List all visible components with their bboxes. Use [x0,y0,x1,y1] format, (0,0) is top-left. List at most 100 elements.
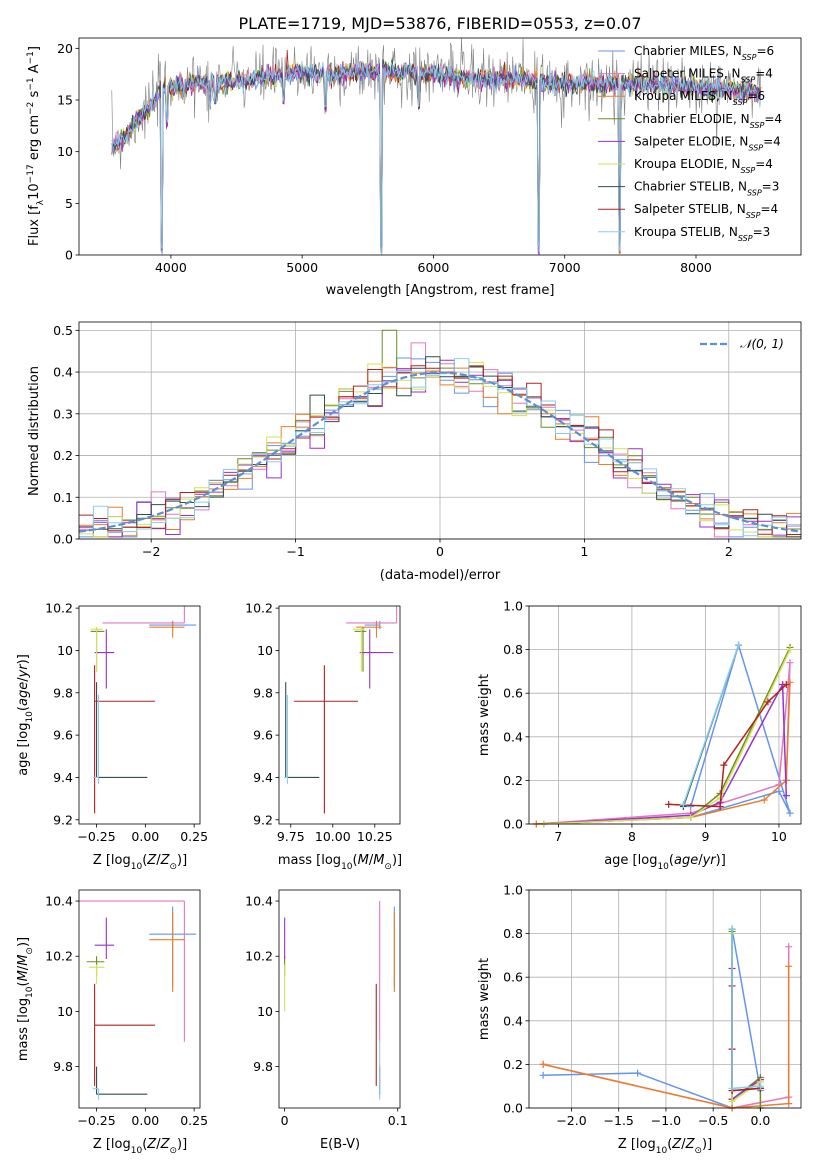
weight-point-marker [782,792,790,800]
label-part: )] [392,853,402,868]
y-tick-label: 10.4 [245,894,273,909]
y-tick-label: 9.2 [253,812,273,827]
weight-point-marker [728,1097,736,1105]
legend-label-part: SSP [746,211,761,220]
x-tick-label: 0 [436,544,444,559]
x-axis-label: (data-model)/error [380,568,501,583]
x-tick-label: −1 [286,544,304,559]
y-tick-label: 0.3 [53,406,73,421]
label-part: M [373,853,384,868]
label-part: Z [log [93,1137,131,1152]
x-tick-label: 9 [701,829,709,844]
legend-label-part: =3 [753,225,771,239]
y-tick-label: 1.0 [503,599,523,614]
label-part: ( [142,853,147,868]
residuals-panel: −2 −1 0 1 2 0.0 0.1 0.2 0.3 0.4 0.5 𝒩(0, 1) (data-mo… [27,321,802,583]
weight-point-marker [728,925,736,933]
weight-point-marker [786,646,794,654]
label-part: )] [177,853,187,868]
label-part: )] [16,937,31,947]
legend-label-part: =4 [764,112,782,126]
normal-curve-line [79,371,801,533]
label-part: A [27,64,42,77]
legend-label-part: Chabrier STELIB, N [634,180,747,194]
axes-frame [528,889,802,1109]
x-tick-label: −0.25 [77,1113,115,1128]
weight-point-marker [720,761,728,769]
legend-label-part: SSP [733,98,748,107]
y-tick-label: 9.8 [253,685,273,700]
legend-label-part: SSP [741,75,756,84]
legend-label-part: SSP [738,233,753,242]
label-part: ( [142,1137,147,1152]
label-part: 10 [131,1146,143,1156]
weight-point-marker [634,1069,642,1077]
legend-label: Salpeter MILES, NSSP=4 [634,67,773,85]
weight-point-marker [716,803,724,811]
legend-label-part: Kroupa STELIB, N [634,225,738,239]
label-part: mass [log [16,998,31,1061]
x-axis-label: Z [log10(Z/Z⊙)] [618,1137,712,1156]
legend-label-part: Chabrier MILES, N [634,44,742,58]
y-tick-label: 0.2 [503,773,523,788]
y-tick-label: 0 [65,248,73,263]
model-spectrum-line [111,60,762,255]
weight-series-line [682,644,740,805]
legend-label-part: SSP [741,166,756,175]
legend-label-part: Kroupa ELODIE, N [634,157,741,171]
label-part: ( [16,981,31,986]
label-part: 10 [657,862,669,872]
legend-label-part: =6 [747,89,765,103]
label-part: mass [log [278,853,341,868]
label-part: M [358,853,369,868]
x-tick-label: 8 [628,829,636,844]
y-tick-label: 10 [257,1004,273,1019]
x-tick-label: 10 [771,829,787,844]
x-tick-label: 0.00 [131,1113,159,1128]
weight-point-marker [764,698,772,706]
legend-label-part: Kroupa MILES, N [634,89,733,103]
weight-point-marker [785,943,793,951]
figure-title: PLATE=1719, MJD=53876, FIBERID=0553, z=0… [238,14,641,33]
label-part: M [16,970,31,981]
label-part: / [16,965,31,970]
y-tick-label: 0.4 [503,729,523,744]
x-tick-label: −2.0 [556,1113,586,1128]
y-tick-label: 10.4 [45,894,73,909]
legend-label: 𝒩(0, 1) [740,337,784,351]
weight-point-marker [539,1060,547,1068]
x-tick-label: 10.25 [357,829,393,844]
legend-label: Chabrier ELODIE, NSSP=4 [634,112,782,130]
x-tick-label: −0.5 [698,1113,728,1128]
label-part: ( [667,1137,672,1152]
label-part: M [16,955,31,966]
x-tick-label: −1.0 [651,1113,681,1128]
label-part: Z [log [618,1137,656,1152]
x-tick-label: −2 [142,544,160,559]
label-part: ( [353,853,358,868]
label-part: ] [27,46,42,51]
label-part: age [16,682,31,706]
legend-label-part: SSP [748,143,763,152]
weight-point-marker [687,803,695,811]
legend-label-part: SSP [750,120,765,129]
legend-label-part: =3 [762,180,780,194]
y-tick-label: 10.2 [45,601,73,616]
residual-histogram-step [79,358,801,537]
x-axis-label: E(B-V) [320,1137,360,1152]
weight-series-line [731,933,761,1103]
y-tick-label: 0.6 [503,686,523,701]
y-tick-label: 5 [65,196,73,211]
y-tick-label: 10 [57,1004,73,1019]
label-part: erg cm [27,115,42,164]
weight-series-line [731,931,762,1108]
label-part: 10 [131,862,143,872]
weight-series-line [731,968,761,1101]
axes-frame [78,37,802,256]
label-part: / [681,1137,686,1152]
x-axis-label: wavelength [Angstrom, rest frame] [326,283,555,298]
y-tick-label: 9.4 [253,770,273,785]
y-tick-label: 9.8 [253,1059,273,1074]
x-axis-label: Z [log10(Z/Z⊙)] [93,853,187,872]
